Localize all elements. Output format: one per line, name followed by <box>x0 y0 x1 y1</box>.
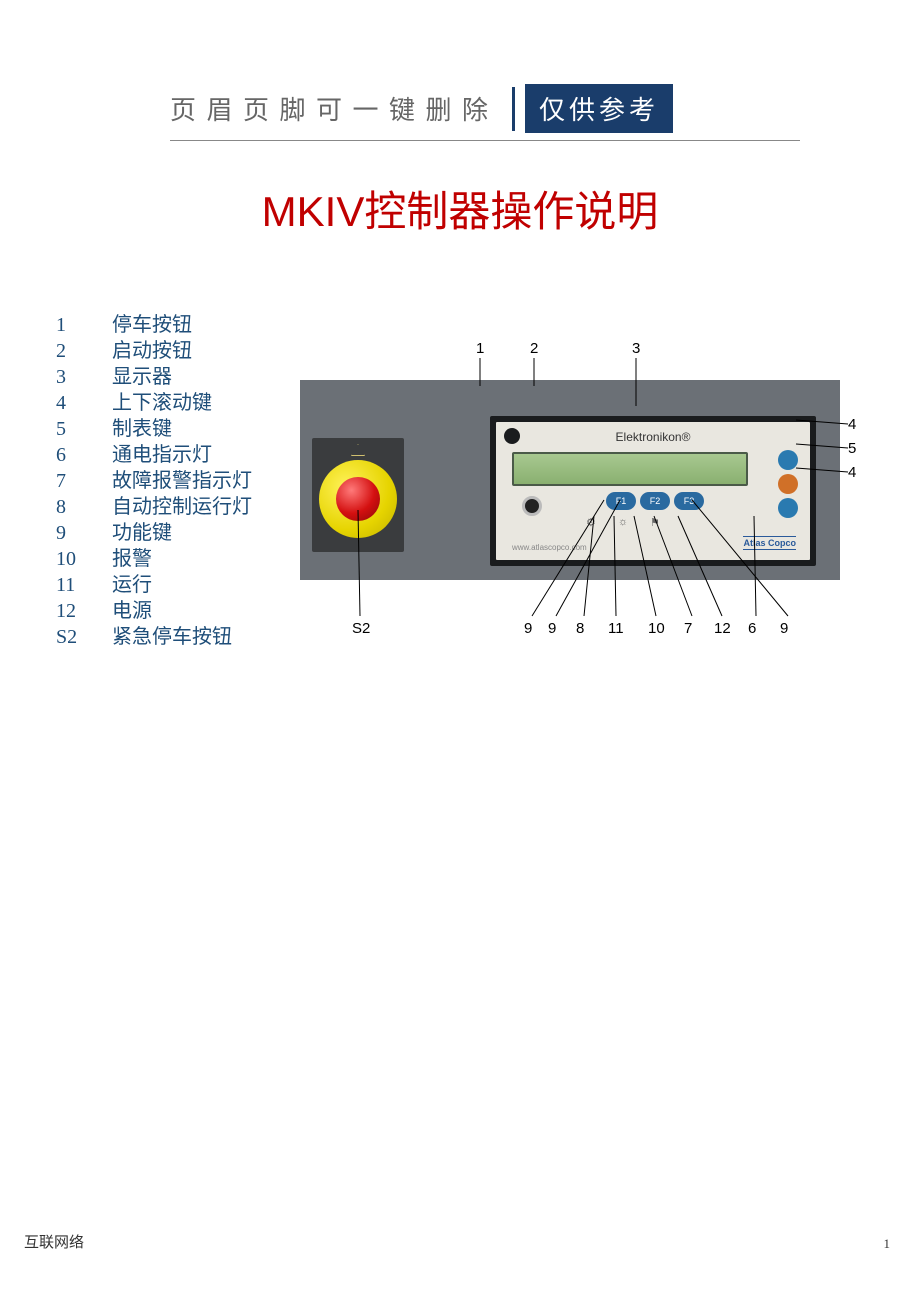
legend-label: 故障报警指示灯 <box>112 468 252 494</box>
callout-label: 12 <box>714 620 731 637</box>
page-header: 页 眉 页 脚 可 一 键 删 除 仅供参考 <box>170 84 780 133</box>
header-text: 页 眉 页 脚 可 一 键 删 除 <box>170 90 490 127</box>
legend-label: 运行 <box>112 572 152 598</box>
url-label: www.atlascopco.com <box>512 543 587 552</box>
legend-row: 2启动按钮 <box>56 338 252 364</box>
function-key: F1 <box>606 492 636 510</box>
legend-number: 7 <box>56 468 112 494</box>
legend-label: 自动控制运行灯 <box>112 494 252 520</box>
legend-number: 4 <box>56 390 112 416</box>
document-title: MKIV控制器操作说明 <box>0 178 920 239</box>
callout-label: 8 <box>576 620 584 637</box>
legend-row: 1停车按钮 <box>56 312 252 338</box>
warning-triangle-icon <box>351 444 365 456</box>
status-icons: ⚙ ☼ ⚑ <box>586 516 662 528</box>
legend-number: 12 <box>56 598 112 624</box>
header-divider <box>512 87 515 131</box>
control-face: Elektronikon® F1F2F3 ⚙ ☼ ⚑ www.atlascopc… <box>496 422 810 560</box>
callout-label: 10 <box>648 620 665 637</box>
lcd-display <box>512 452 748 486</box>
tab-button <box>778 474 798 494</box>
legend-row: 12电源 <box>56 598 252 624</box>
stop-button-graphic <box>522 496 542 516</box>
legend-list: 1停车按钮2启动按钮3显示器4上下滚动键5制表键6通电指示灯7故障报警指示灯8自… <box>56 312 252 650</box>
callout-label: 3 <box>632 340 640 357</box>
legend-row: 4上下滚动键 <box>56 390 252 416</box>
callout-label: 9 <box>548 620 556 637</box>
estop-collar <box>319 460 397 538</box>
legend-number: 6 <box>56 442 112 468</box>
legend-number: 8 <box>56 494 112 520</box>
legend-row: S2紧急停车按钮 <box>56 624 252 650</box>
scroll-down-button <box>778 498 798 518</box>
legend-number: 11 <box>56 572 112 598</box>
legend-label: 电源 <box>112 598 152 624</box>
legend-number: 1 <box>56 312 112 338</box>
legend-number: S2 <box>56 624 112 650</box>
legend-row: 5制表键 <box>56 416 252 442</box>
scroll-up-button <box>778 450 798 470</box>
legend-row: 9功能键 <box>56 520 252 546</box>
legend-label: 报警 <box>112 546 152 572</box>
footer-left: 互联网络 <box>24 1231 84 1252</box>
legend-label: 功能键 <box>112 520 172 546</box>
header-badge: 仅供参考 <box>525 84 673 133</box>
legend-row: 8自动控制运行灯 <box>56 494 252 520</box>
callout-label: 9 <box>780 620 788 637</box>
control-bezel: Elektronikon® F1F2F3 ⚙ ☼ ⚑ www.atlascopc… <box>490 416 816 566</box>
callout-label: 4 <box>848 464 856 481</box>
status-icon: ⚙ <box>586 516 598 528</box>
legend-number: 2 <box>56 338 112 364</box>
legend-number: 5 <box>56 416 112 442</box>
legend-label: 启动按钮 <box>112 338 192 364</box>
estop-button <box>336 477 380 521</box>
legend-label: 上下滚动键 <box>112 390 212 416</box>
status-icon: ⚑ <box>650 516 662 528</box>
legend-row: 10报警 <box>56 546 252 572</box>
legend-row: 6通电指示灯 <box>56 442 252 468</box>
logo-label: Atlas Copco <box>743 536 796 550</box>
header-rule <box>170 140 800 142</box>
legend-label: 制表键 <box>112 416 172 442</box>
function-key: F2 <box>640 492 670 510</box>
callout-label: 9 <box>524 620 532 637</box>
footer-page-number: 1 <box>884 1236 891 1252</box>
legend-number: 10 <box>56 546 112 572</box>
legend-label: 显示器 <box>112 364 172 390</box>
callout-label: 6 <box>748 620 756 637</box>
legend-row: 3显示器 <box>56 364 252 390</box>
status-icon: ☼ <box>618 516 630 528</box>
callout-label: 7 <box>684 620 692 637</box>
function-key: F3 <box>674 492 704 510</box>
callout-label: S2 <box>352 620 370 637</box>
callout-label: 2 <box>530 340 538 357</box>
legend-row: 7故障报警指示灯 <box>56 468 252 494</box>
callout-label: 11 <box>608 620 624 637</box>
legend-label: 通电指示灯 <box>112 442 212 468</box>
controller-figure: Elektronikon® F1F2F3 ⚙ ☼ ⚑ www.atlascopc… <box>300 340 860 640</box>
legend-row: 11运行 <box>56 572 252 598</box>
callout-label: 1 <box>476 340 484 357</box>
legend-label: 紧急停车按钮 <box>112 624 232 650</box>
legend-number: 9 <box>56 520 112 546</box>
panel-background: Elektronikon® F1F2F3 ⚙ ☼ ⚑ www.atlascopc… <box>300 380 840 580</box>
brand-label: Elektronikon® <box>496 430 810 444</box>
callout-label: 5 <box>848 440 856 457</box>
estop-plate <box>312 438 404 552</box>
function-keys: F1F2F3 <box>606 492 704 510</box>
legend-label: 停车按钮 <box>112 312 192 338</box>
callout-label: 4 <box>848 416 856 433</box>
legend-number: 3 <box>56 364 112 390</box>
